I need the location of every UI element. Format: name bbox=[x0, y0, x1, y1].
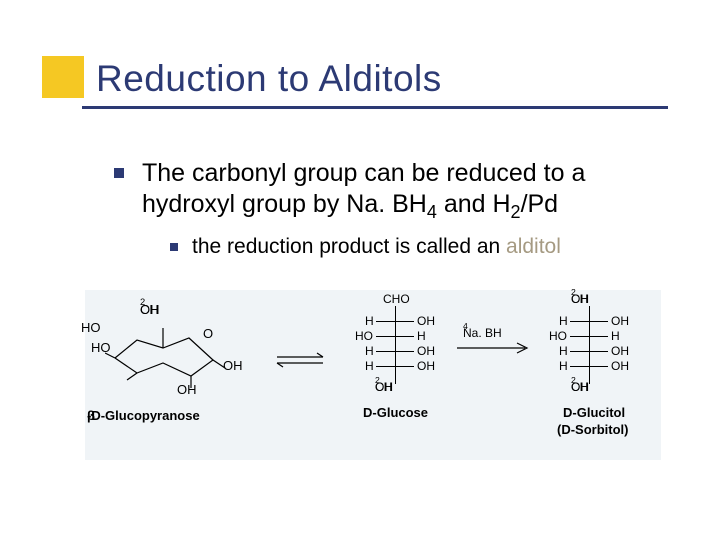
glucose-r2l: HO bbox=[355, 329, 373, 343]
ring-oh-1: OH bbox=[223, 358, 243, 373]
glucose-r4l: H bbox=[365, 359, 374, 373]
ring-ho-2: HO bbox=[91, 340, 111, 355]
ring-oh-2: OH bbox=[177, 382, 197, 397]
equilibrium-arrows bbox=[271, 350, 329, 370]
accent-block bbox=[42, 56, 84, 98]
alditol-highlight: alditol bbox=[506, 235, 561, 258]
reaction-diagram: CH2OH O HO HO OH OH β-D-Glucopyranose CH… bbox=[85, 290, 661, 460]
glucose-h1 bbox=[376, 321, 414, 322]
product-h2 bbox=[570, 336, 608, 337]
product-r3r: OH bbox=[611, 344, 629, 358]
glucose-h4 bbox=[376, 366, 414, 367]
ring-o: O bbox=[203, 326, 213, 341]
glucose-h2 bbox=[376, 336, 414, 337]
glucose-r2r: H bbox=[417, 329, 426, 343]
glucose-cho: CHO bbox=[383, 292, 410, 306]
glucose-backbone bbox=[395, 306, 396, 384]
bullet-sub: the reduction product is called an aldit… bbox=[170, 235, 650, 259]
product-backbone bbox=[589, 306, 590, 384]
bullet-main: The carbonyl group can be reduced to a h… bbox=[114, 158, 672, 221]
product-name1: D-Glucitol bbox=[563, 405, 625, 420]
product-h4 bbox=[570, 366, 608, 367]
glucose-name: D-Glucose bbox=[363, 405, 428, 420]
bullet-main-text: The carbonyl group can be reduced to a h… bbox=[142, 158, 672, 221]
product-r4l: H bbox=[559, 359, 568, 373]
glucose-h3 bbox=[376, 351, 414, 352]
ring-ho-1: HO bbox=[81, 320, 101, 335]
bullet-sub-text: the reduction product is called an aldit… bbox=[192, 235, 561, 259]
product-name2: (D-Sorbitol) bbox=[557, 422, 628, 437]
product-r1r: OH bbox=[611, 314, 629, 328]
reaction-arrow bbox=[455, 342, 533, 354]
glucose-r4r: OH bbox=[417, 359, 435, 373]
product-r2r: H bbox=[611, 329, 620, 343]
title-underline bbox=[82, 106, 668, 109]
glucose-r1l: H bbox=[365, 314, 374, 328]
slide-title: Reduction to Alditols bbox=[96, 58, 442, 100]
glucose-r3r: OH bbox=[417, 344, 435, 358]
glucose-r1r: OH bbox=[417, 314, 435, 328]
product-r4r: OH bbox=[611, 359, 629, 373]
bullet-sub-icon bbox=[170, 243, 178, 251]
product-r2l: HO bbox=[549, 329, 567, 343]
product-h3 bbox=[570, 351, 608, 352]
pyranose-ring bbox=[105, 318, 235, 388]
product-r1l: H bbox=[559, 314, 568, 328]
product-r3l: H bbox=[559, 344, 568, 358]
glucose-r3l: H bbox=[365, 344, 374, 358]
bullet-icon bbox=[114, 168, 124, 178]
product-h1 bbox=[570, 321, 608, 322]
